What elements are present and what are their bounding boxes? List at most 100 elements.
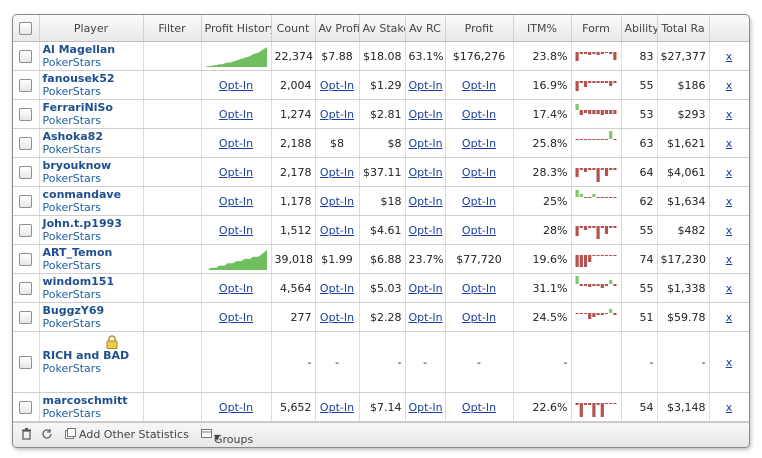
row-checkbox[interactable] [19, 165, 33, 179]
opt-in-link[interactable]: Opt-In [218, 223, 254, 237]
profit-history-cell[interactable]: Opt-In [201, 70, 272, 100]
table-row[interactable]: marcoschmitt PokerStars Opt-In 5,652 Opt-In $… [13, 392, 749, 422]
player-cell[interactable]: windom151 PokerStars [39, 273, 144, 303]
opt-in-link[interactable]: Opt-In [319, 107, 355, 121]
table-row[interactable]: ART_Temon PokerStars 39,018 $1.99 $6.88 23.7%… [13, 244, 749, 274]
opt-in-link[interactable]: Opt-In [408, 136, 443, 150]
opt-in-link[interactable]: Opt-In [408, 223, 443, 237]
remove-cell[interactable]: x [709, 244, 749, 274]
table-row[interactable]: bryouknow PokerStars Opt-In 2,178 Opt-In $37.… [13, 157, 749, 187]
profit-history-cell[interactable]: Opt-In [201, 186, 272, 216]
table-row[interactable]: conmandave PokerStars Opt-In 1,178 Opt-In $18… [13, 186, 749, 216]
row-select-cell[interactable] [13, 186, 40, 216]
table-row[interactable]: John.t.p1993 PokerStars Opt-In 1,512 Opt-In $… [13, 215, 749, 245]
remove-player-button[interactable]: x [725, 49, 733, 63]
remove-player-button[interactable]: x [725, 107, 733, 121]
opt-in-link[interactable]: Opt-In [218, 165, 254, 179]
av-profit-cell[interactable]: Opt-In [315, 99, 360, 129]
player-name[interactable]: Al Magellan [42, 43, 116, 56]
opt-in-link[interactable]: Opt-In [319, 400, 355, 414]
opt-in-link[interactable]: Opt-In [461, 107, 497, 121]
player-name[interactable]: windom151 [42, 275, 115, 288]
opt-in-link[interactable]: Opt-In [461, 78, 497, 92]
header-count[interactable]: Count [271, 15, 316, 42]
profit-cell[interactable]: Opt-In [445, 215, 514, 245]
header-ability[interactable]: Ability [621, 15, 658, 42]
row-select-cell[interactable] [13, 70, 40, 100]
opt-in-link[interactable]: Opt-In [218, 107, 254, 121]
remove-player-button[interactable]: x [725, 400, 733, 414]
opt-in-link[interactable]: Opt-In [319, 165, 355, 179]
profit-cell[interactable]: Opt-In [445, 70, 514, 100]
av-profit-cell[interactable]: Opt-In [315, 302, 360, 332]
av-rc-cell[interactable]: Opt-In [405, 392, 446, 422]
filter-cell[interactable] [143, 392, 202, 422]
row-select-cell[interactable] [13, 302, 40, 332]
remove-cell[interactable]: x [709, 186, 749, 216]
av-rc-cell[interactable]: Opt-In [405, 128, 446, 158]
select-all-checkbox[interactable] [19, 21, 33, 35]
av-profit-cell[interactable]: Opt-In [315, 392, 360, 422]
row-select-cell[interactable] [13, 331, 40, 393]
av-profit-cell[interactable]: Opt-In [315, 273, 360, 303]
remove-cell[interactable]: x [709, 128, 749, 158]
remove-player-button[interactable]: x [725, 355, 733, 369]
row-checkbox[interactable] [19, 136, 33, 150]
player-cell[interactable]: marcoschmitt PokerStars [39, 392, 144, 422]
row-select-cell[interactable] [13, 244, 40, 274]
profit-history-cell[interactable]: Opt-In [201, 392, 272, 422]
av-rc-cell[interactable]: Opt-In [405, 186, 446, 216]
player-cell[interactable]: bryouknow PokerStars [39, 157, 144, 187]
opt-in-link[interactable]: Opt-In [408, 400, 443, 414]
filter-cell[interactable] [143, 157, 202, 187]
remove-player-button[interactable]: x [725, 281, 733, 295]
table-row[interactable]: windom151 PokerStars Opt-In 4,564 Opt-In $5.0… [13, 273, 749, 303]
table-row[interactable]: Al Magellan PokerStars 22,374 $7.88 $18.08 63… [13, 41, 749, 71]
table-row[interactable]: Ashoka82 PokerStars Opt-In 2,188 $8 $8 Opt-In O… [13, 128, 749, 158]
player-cell[interactable]: BuggzY69 PokerStars [39, 302, 144, 332]
opt-in-link[interactable]: Opt-In [319, 223, 355, 237]
profit-history-cell[interactable]: Opt-In [201, 128, 272, 158]
player-name[interactable]: marcoschmitt [42, 394, 128, 407]
opt-in-link[interactable]: Opt-In [218, 281, 254, 295]
header-itm[interactable]: ITM% [513, 15, 572, 42]
opt-in-link[interactable]: Opt-In [319, 281, 355, 295]
opt-in-link[interactable]: Opt-In [319, 310, 355, 324]
av-profit-cell[interactable]: Opt-In [315, 186, 360, 216]
header-profit[interactable]: Profit [445, 15, 514, 42]
row-checkbox[interactable] [19, 281, 33, 295]
row-checkbox[interactable] [19, 310, 33, 324]
opt-in-link[interactable]: Opt-In [218, 194, 254, 208]
av-rc-cell[interactable]: Opt-In [405, 273, 446, 303]
profit-history-cell[interactable] [201, 331, 272, 393]
row-select-cell[interactable] [13, 392, 40, 422]
header-av-stake[interactable]: Av Stake [359, 15, 406, 42]
opt-in-link[interactable]: Opt-In [408, 78, 443, 92]
opt-in-link[interactable]: Opt-In [408, 107, 443, 121]
row-checkbox[interactable] [19, 400, 33, 414]
table-row[interactable]: RICH and BAD PokerStars - - - - - - - - x [13, 331, 749, 393]
header-select-all[interactable] [13, 15, 40, 42]
filter-cell[interactable] [143, 99, 202, 129]
row-select-cell[interactable] [13, 99, 40, 129]
opt-in-link[interactable]: Opt-In [461, 223, 497, 237]
profit-history-cell[interactable]: Opt-In [201, 302, 272, 332]
trash-icon[interactable] [21, 428, 32, 443]
av-profit-cell[interactable]: Opt-In [315, 157, 360, 187]
av-rc-cell[interactable]: Opt-In [405, 302, 446, 332]
remove-player-button[interactable]: x [725, 78, 733, 92]
remove-player-button[interactable]: x [725, 136, 733, 150]
row-checkbox[interactable] [19, 49, 33, 63]
av-profit-cell[interactable]: Opt-In [315, 215, 360, 245]
row-checkbox[interactable] [19, 194, 33, 208]
filter-cell[interactable] [143, 331, 202, 393]
row-select-cell[interactable] [13, 41, 40, 71]
row-select-cell[interactable] [13, 273, 40, 303]
opt-in-link[interactable]: Opt-In [218, 400, 254, 414]
opt-in-link[interactable]: Opt-In [461, 165, 497, 179]
av-profit-cell[interactable]: Opt-In [315, 70, 360, 100]
opt-in-link[interactable]: Opt-In [461, 194, 497, 208]
row-checkbox[interactable] [19, 107, 33, 121]
add-stats-icon[interactable] [65, 428, 76, 442]
opt-in-link[interactable]: Opt-In [218, 78, 254, 92]
